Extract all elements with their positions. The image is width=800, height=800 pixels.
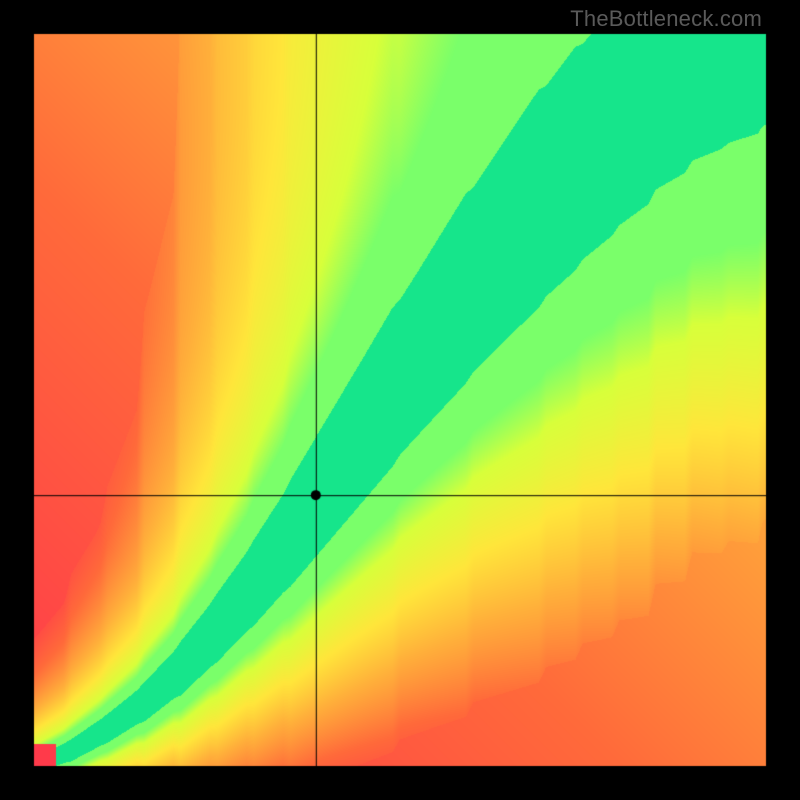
bottleneck-heatmap xyxy=(0,0,800,800)
watermark-text: TheBottleneck.com xyxy=(570,6,762,32)
chart-container: TheBottleneck.com xyxy=(0,0,800,800)
